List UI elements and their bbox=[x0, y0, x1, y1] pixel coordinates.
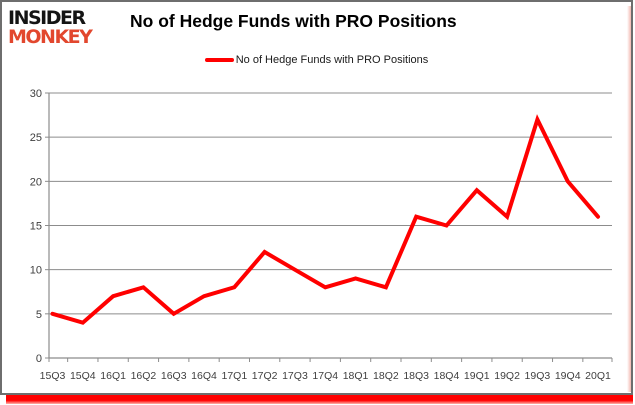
legend: No of Hedge Funds with PRO Positions bbox=[0, 54, 633, 66]
x-axis-tick-label: 16Q4 bbox=[191, 370, 217, 382]
x-axis-tick-label: 16Q1 bbox=[100, 370, 126, 382]
x-axis-tick-label: 15Q3 bbox=[40, 370, 66, 382]
y-axis-tick-label: 15 bbox=[30, 221, 42, 233]
x-axis-tick-label: 15Q4 bbox=[70, 370, 96, 382]
x-axis-tick-label: 20Q1 bbox=[585, 370, 611, 382]
x-axis-tick-label: 19Q3 bbox=[525, 370, 551, 382]
x-axis-tick-label: 17Q4 bbox=[312, 370, 338, 382]
y-axis-tick-label: 10 bbox=[30, 265, 42, 277]
x-axis-tick-label: 16Q3 bbox=[161, 370, 187, 382]
y-axis-tick-label: 0 bbox=[36, 353, 42, 365]
x-axis-tick-label: 18Q4 bbox=[434, 370, 460, 382]
right-red-shadow bbox=[627, 6, 631, 392]
y-axis-tick-label: 5 bbox=[36, 309, 42, 321]
x-axis-tick-label: 17Q1 bbox=[221, 370, 247, 382]
y-axis-tick-label: 25 bbox=[30, 132, 42, 144]
x-axis-tick-label: 19Q4 bbox=[555, 370, 581, 382]
y-axis-tick-label: 20 bbox=[30, 176, 42, 188]
logo-text-insider: INSIDER bbox=[8, 7, 86, 29]
x-axis-tick-label: 17Q2 bbox=[252, 370, 278, 382]
x-axis-tick-label: 18Q2 bbox=[373, 370, 399, 382]
x-axis-tick-label: 17Q3 bbox=[282, 370, 308, 382]
chart-title: No of Hedge Funds with PRO Positions bbox=[130, 11, 457, 31]
insider-monkey-logo: INSIDER MONKEY bbox=[8, 7, 93, 48]
x-axis-tick-label: 18Q3 bbox=[403, 370, 429, 382]
x-axis-tick-label: 19Q2 bbox=[494, 370, 520, 382]
x-axis-tick-label: 18Q1 bbox=[343, 370, 369, 382]
bottom-red-accent-band bbox=[6, 395, 633, 404]
y-axis-tick-label: 30 bbox=[30, 88, 42, 100]
x-axis-tick-label: 16Q2 bbox=[131, 370, 157, 382]
widget-frame bbox=[0, 0, 633, 395]
logo-text-monkey: MONKEY bbox=[8, 26, 93, 48]
legend-label: No of Hedge Funds with PRO Positions bbox=[235, 54, 429, 66]
x-axis-tick-label: 19Q1 bbox=[464, 370, 490, 382]
series-line-no-of-hedge-funds-with-pro-positions bbox=[50, 114, 600, 325]
legend-line-swatch-icon bbox=[204, 58, 234, 62]
